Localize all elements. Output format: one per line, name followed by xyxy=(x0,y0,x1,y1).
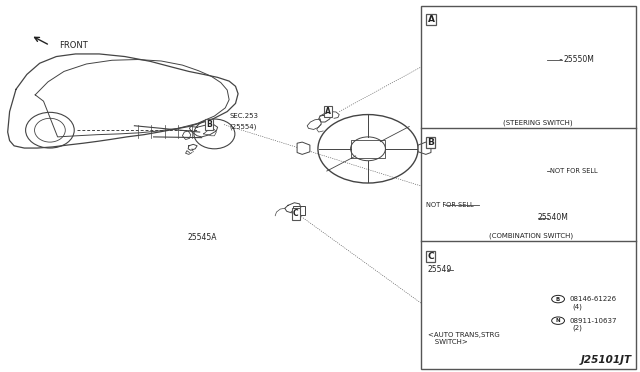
Text: 25540M: 25540M xyxy=(538,213,568,222)
Text: N: N xyxy=(556,318,561,323)
Bar xyxy=(421,6,636,369)
Text: J25101JT: J25101JT xyxy=(580,355,632,365)
Polygon shape xyxy=(297,142,310,154)
Text: B: B xyxy=(207,120,212,129)
Circle shape xyxy=(552,295,564,303)
Text: (4): (4) xyxy=(573,303,582,310)
Text: 25545A: 25545A xyxy=(188,232,217,241)
Text: C: C xyxy=(428,252,434,261)
Text: NOT FOR SELL: NOT FOR SELL xyxy=(426,202,473,208)
Bar xyxy=(293,206,305,215)
Text: (25554): (25554) xyxy=(229,124,257,130)
Polygon shape xyxy=(418,142,431,154)
Text: B: B xyxy=(556,296,560,302)
Text: (2): (2) xyxy=(573,325,582,331)
Text: 25550M: 25550M xyxy=(563,55,594,64)
Text: FRONT: FRONT xyxy=(59,41,88,50)
Text: (COMBINATION SWITCH): (COMBINATION SWITCH) xyxy=(489,232,573,239)
Text: C: C xyxy=(293,209,298,218)
Text: 25549: 25549 xyxy=(428,265,452,274)
Text: A: A xyxy=(325,107,332,116)
Circle shape xyxy=(552,317,564,324)
Text: B: B xyxy=(428,138,435,147)
Text: 08146-61226: 08146-61226 xyxy=(570,296,617,302)
Text: <AUTO TRANS,STRG
   SWITCH>: <AUTO TRANS,STRG SWITCH> xyxy=(428,332,499,345)
Text: (STEERING SWITCH): (STEERING SWITCH) xyxy=(503,120,572,126)
Text: NOT FOR SELL: NOT FOR SELL xyxy=(550,168,598,174)
Text: A: A xyxy=(428,15,435,24)
Text: SEC.253: SEC.253 xyxy=(229,113,258,119)
Text: 08911-10637: 08911-10637 xyxy=(570,318,617,324)
